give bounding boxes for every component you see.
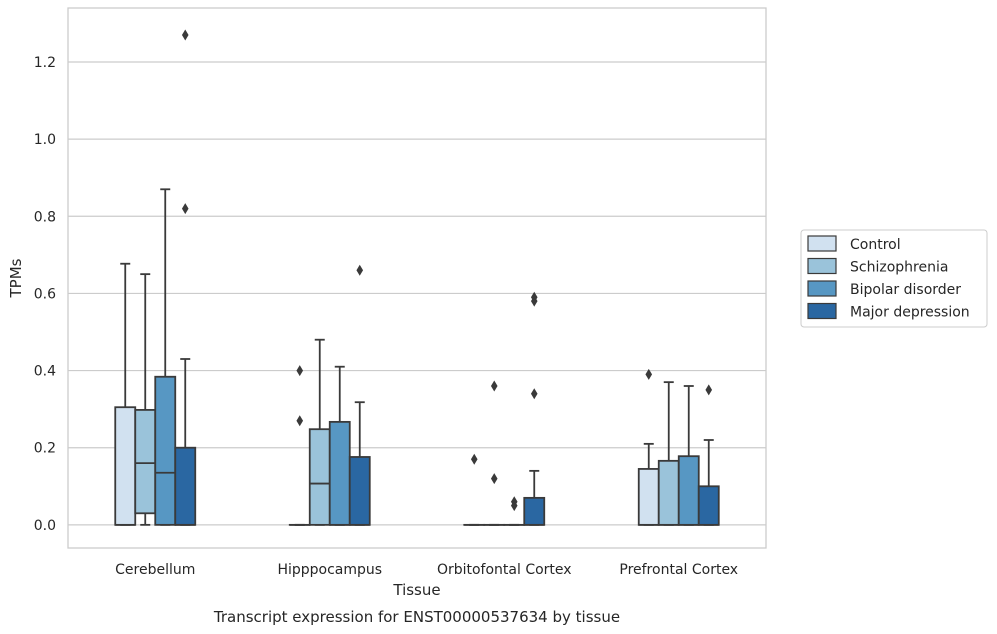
box-group <box>308 338 331 526</box>
x-tick-label: Orbitofontal Cortex <box>437 562 572 578</box>
outlier-point <box>490 473 498 485</box>
plot-frame <box>67 7 767 549</box>
box-group <box>154 188 177 526</box>
box-group <box>348 264 371 526</box>
box <box>174 446 197 526</box>
legend-swatch <box>807 235 837 252</box>
legend-swatch <box>807 302 837 320</box>
outlier-point <box>181 203 189 215</box>
legend-swatch <box>807 257 837 275</box>
outlier-point <box>530 291 538 303</box>
box-group <box>523 291 546 526</box>
y-tick-label: 0.2 <box>34 441 56 457</box>
boxes <box>114 29 720 526</box>
chart-caption: Transcript expression for ENST0000053763… <box>213 608 620 626</box>
legend-entry: Schizophrenia <box>850 260 948 276</box>
outlier-point <box>705 384 713 396</box>
outlier-point <box>181 29 189 41</box>
legend: Control Schizophrenia Bipolar disorder Majo… <box>800 229 988 328</box>
outlier-point <box>296 365 304 377</box>
legend-entry: Major depression <box>850 305 970 321</box>
box-group <box>637 368 660 526</box>
y-tick-label: 0.6 <box>34 286 56 302</box>
outlier-point <box>530 388 538 400</box>
x-tick-label: Cerebellum <box>115 562 195 578</box>
legend-frame <box>800 229 988 328</box>
outlier-point <box>470 453 478 465</box>
y-tick-label: 0.0 <box>34 518 56 534</box>
y-axis-label: TPMs <box>7 258 25 298</box>
box-group <box>134 273 157 526</box>
outlier-point <box>645 368 653 380</box>
x-axis-label: Tissue <box>392 581 440 599</box>
box <box>677 455 700 526</box>
box-group <box>677 385 700 526</box>
box <box>308 428 331 526</box>
box-group <box>697 384 720 526</box>
y-tick-label: 0.8 <box>34 209 56 225</box>
y-tick-label: 1.2 <box>34 55 56 71</box>
box-group <box>288 365 311 526</box>
box <box>328 420 351 526</box>
y-tick-label: 0.4 <box>34 364 56 380</box>
outlier-point <box>490 380 498 392</box>
box-group <box>114 262 137 526</box>
x-tick-labels: Cerebellum Hipppocampus Orbitofontal Corte… <box>115 562 738 578</box>
box <box>348 456 371 526</box>
box-group <box>657 381 680 526</box>
outlier-point <box>510 496 518 508</box>
box-group <box>174 29 197 526</box>
box-group <box>463 453 486 526</box>
box <box>657 459 680 526</box>
y-tick-labels: 0.0 0.2 0.4 0.6 0.8 1.0 1.2 <box>34 55 56 534</box>
legend-entry: Bipolar disorder <box>850 282 961 298</box>
box-group <box>328 365 351 526</box>
box <box>134 409 157 515</box>
legend-swatch <box>807 280 837 297</box>
y-tick-label: 1.0 <box>34 132 56 148</box>
box-group <box>483 380 506 526</box>
x-tick-label: Hipppocampus <box>277 562 382 578</box>
box <box>523 496 546 526</box>
box <box>637 468 660 526</box>
legend-entry: Control <box>850 237 901 253</box>
outlier-point <box>356 264 364 276</box>
box <box>697 485 720 526</box>
box-group <box>503 496 526 526</box>
box <box>114 406 137 526</box>
outlier-point <box>296 415 304 427</box>
x-tick-label: Prefrontal Cortex <box>619 562 738 578</box>
box <box>154 375 177 526</box>
